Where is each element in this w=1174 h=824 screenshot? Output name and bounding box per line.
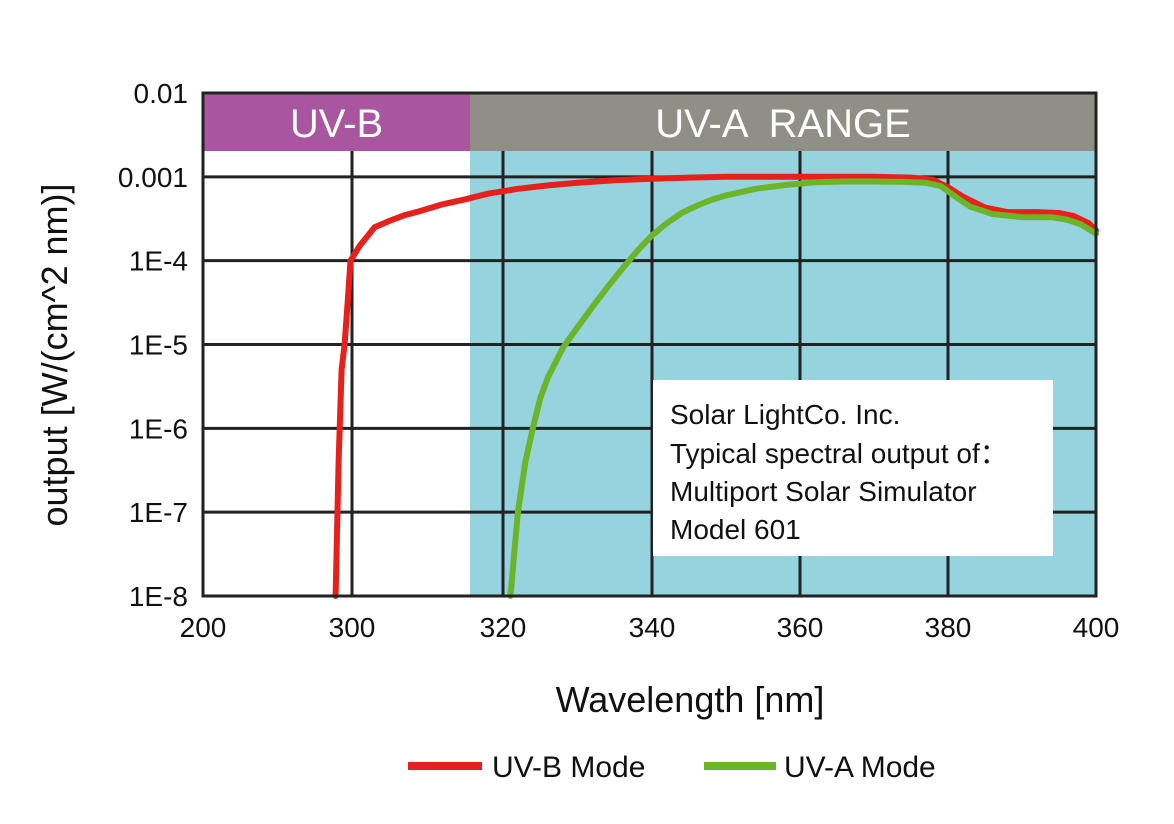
plot-frame	[201, 91, 1098, 598]
annotation-line-2: Typical spectral output of：	[670, 438, 1008, 469]
x-tick-label-340: 340	[629, 612, 676, 643]
y-axis-title: output [W/(cm^2 nm)]	[34, 184, 75, 527]
x-tick-label-320: 320	[480, 612, 527, 643]
x-axis-ticks: 200 300 320 340 360 380 400	[180, 612, 1120, 643]
uv-a-range-band-label: UV-A RANGE	[655, 102, 911, 146]
x-axis-title: Wavelength [nm]	[556, 679, 825, 720]
y-tick-label-6: 1E-8	[129, 581, 188, 612]
y-axis-ticks: 0.01 0.001 1E-4 1E-5 1E-6 1E-7 1E-8	[118, 78, 188, 612]
annotation-box: Solar LightCo. Inc. Typical spectral out…	[653, 380, 1053, 556]
annotation-background	[653, 380, 1053, 556]
annotation-line-3: Multiport Solar Simulator	[670, 476, 977, 507]
x-tick-label-200: 200	[180, 612, 227, 643]
series-line-uv-b-mode	[332, 173, 1099, 599]
y-tick-label-1: 0.001	[118, 162, 188, 193]
y-tick-label-5: 1E-7	[129, 497, 188, 528]
uv-b-band	[203, 93, 470, 151]
y-tick-label-4: 1E-6	[129, 413, 188, 444]
x-tick-label-400: 400	[1073, 612, 1120, 643]
series-line-uv-a-mode	[507, 178, 1099, 599]
chart-legend: UV-B Mode UV-A Mode	[408, 751, 936, 784]
x-tick-label-360: 360	[777, 612, 824, 643]
y-tick-label-0: 0.01	[134, 78, 189, 109]
uv-b-band-label: UV-B	[290, 102, 383, 146]
uv-a-range-band	[470, 93, 1096, 151]
legend-label-uv-b-mode: UV-B Mode	[492, 751, 645, 784]
annotation-line-4: Model 601	[670, 514, 801, 545]
x-tick-label-300: 300	[329, 612, 376, 643]
annotation-line-1: Solar LightCo. Inc.	[670, 399, 900, 430]
legend-label-uv-a-mode: UV-A Mode	[784, 751, 936, 784]
y-tick-label-3: 1E-5	[129, 330, 188, 361]
y-tick-label-2: 1E-4	[129, 246, 188, 277]
x-tick-label-380: 380	[925, 612, 972, 643]
